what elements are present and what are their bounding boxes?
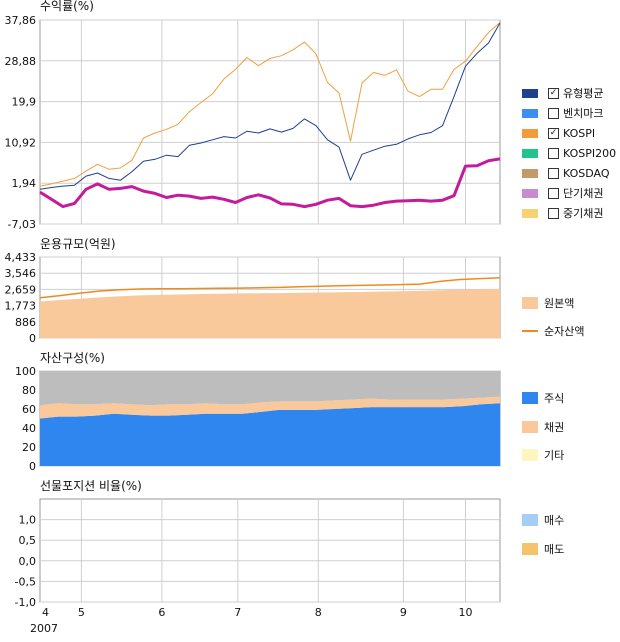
kosdaq-checkbox[interactable] — [548, 167, 559, 179]
legend-swatch — [522, 297, 538, 309]
x-tick-label: 5 — [78, 606, 85, 619]
chart-title: 선물포지션 비율(%) — [40, 479, 142, 493]
short-bond-checkbox[interactable] — [548, 187, 559, 199]
legend-item-kospi200[interactable]: KOSPI200 — [522, 146, 616, 160]
legend-swatch — [522, 543, 538, 555]
y-tick-label: 1,0 — [19, 514, 37, 527]
chart-title: 수익률(%) — [40, 0, 94, 13]
legend-swatch — [522, 392, 538, 404]
legend-item-bond: 채권 — [522, 420, 564, 434]
legend-item-kospi[interactable]: ✓ KOSPI — [522, 126, 595, 140]
y-tick-label: 1,94 — [12, 177, 37, 190]
legend-swatch — [522, 128, 538, 138]
legend-swatch — [522, 88, 538, 98]
x-tick-label: 8 — [315, 606, 322, 619]
legend-swatch — [522, 514, 538, 526]
legend-swatch — [522, 148, 538, 158]
plot-frame — [39, 498, 501, 603]
y-tick-label: 40 — [22, 422, 36, 435]
legend-label: KOSDAQ — [563, 166, 610, 180]
legend-label: 벤치마크 — [563, 107, 604, 120]
series-line-kospi — [39, 22, 501, 187]
plot-frame — [39, 19, 501, 225]
y-tick-label: 20 — [22, 441, 36, 454]
x-year-label: 2007 — [30, 622, 58, 635]
legend-item-principal: 원본액 — [522, 296, 574, 310]
kospi200-checkbox[interactable] — [548, 147, 559, 159]
series-line-benchmark — [39, 157, 501, 209]
legend-item-net-asset: 순자산액 — [522, 324, 584, 338]
benchmark-checkbox[interactable] — [548, 107, 559, 119]
legend-label: 매수 — [544, 514, 565, 527]
y-tick-label: 60 — [22, 403, 36, 416]
legend-swatch — [522, 188, 538, 198]
chart-title: 운용규모(억원) — [40, 237, 116, 251]
y-tick-label: 100 — [15, 365, 36, 378]
y-tick-label: -1,0 — [15, 596, 36, 609]
y-tick-label: 0 — [29, 460, 36, 473]
legend-label: 원본액 — [544, 297, 575, 310]
y-tick-label: 80 — [22, 384, 36, 397]
chart-title: 자산구성(%) — [40, 351, 105, 365]
y-tick-label: 37,86 — [5, 14, 37, 27]
legend-swatch — [522, 108, 538, 118]
legend-item-sell: 매도 — [522, 542, 564, 556]
x-tick-label: 7 — [234, 606, 241, 619]
legend-label: 주식 — [544, 392, 565, 405]
x-tick-label: 6 — [158, 606, 165, 619]
y-tick-label: 10,92 — [5, 136, 37, 149]
legend-item-kosdaq[interactable]: KOSDAQ — [522, 166, 610, 180]
legend-label: 기타 — [544, 449, 565, 462]
legend-swatch — [522, 421, 538, 433]
y-tick-label: 0 — [29, 332, 36, 345]
y-tick-label: 4,433 — [5, 251, 37, 264]
y-tick-label: 1,773 — [5, 300, 37, 313]
series-line-fund-average — [39, 22, 501, 190]
fund-average-checkbox[interactable]: ✓ — [548, 87, 559, 99]
x-tick-label: 4 — [42, 606, 49, 619]
y-tick-label: -7,03 — [8, 218, 36, 231]
principal-area — [40, 289, 500, 338]
legend-label: 채권 — [544, 421, 565, 434]
asset-area-stock — [40, 403, 500, 466]
x-tick-label: 9 — [400, 606, 407, 619]
legend-label: 유형평균 — [563, 87, 604, 100]
y-tick-label: 886 — [15, 316, 36, 329]
legend-item-buy: 매수 — [522, 513, 564, 527]
net-asset-line — [39, 276, 501, 299]
legend-item-short-bond[interactable]: 단기채권 — [522, 186, 603, 200]
legend-swatch — [522, 330, 538, 332]
y-tick-label: 2,659 — [5, 283, 37, 296]
asset-area-other — [40, 371, 500, 406]
kospi-checkbox[interactable]: ✓ — [548, 127, 559, 139]
asset-area-bond — [40, 396, 500, 419]
legend-swatch — [522, 168, 538, 178]
legend-label: 매도 — [544, 543, 565, 556]
y-tick-label: 19,9 — [12, 96, 37, 109]
legend-item-stock: 주식 — [522, 391, 564, 405]
y-tick-label: -0,5 — [15, 575, 36, 588]
legend-item-fund-average[interactable]: ✓ 유형평균 — [522, 86, 603, 100]
legend-label: 순자산액 — [544, 325, 585, 338]
y-tick-label: 28,88 — [5, 55, 37, 68]
legend-label: KOSPI200 — [563, 146, 617, 160]
legend-item-mid-bond[interactable]: 중기채권 — [522, 206, 603, 220]
legend-swatch — [522, 208, 538, 218]
y-tick-label: 3,546 — [5, 267, 37, 280]
legend-label: 단기채권 — [563, 187, 604, 200]
mid-bond-checkbox[interactable] — [548, 207, 559, 219]
legend-item-benchmark[interactable]: 벤치마크 — [522, 106, 603, 120]
x-tick-label: 10 — [459, 606, 473, 619]
legend-swatch — [522, 449, 538, 461]
legend-item-other: 기타 — [522, 448, 564, 462]
legend-label: 중기채권 — [563, 207, 604, 220]
y-tick-label: 0,5 — [19, 534, 37, 547]
legend-label: KOSPI — [563, 126, 596, 140]
y-tick-label: 0,0 — [19, 555, 37, 568]
